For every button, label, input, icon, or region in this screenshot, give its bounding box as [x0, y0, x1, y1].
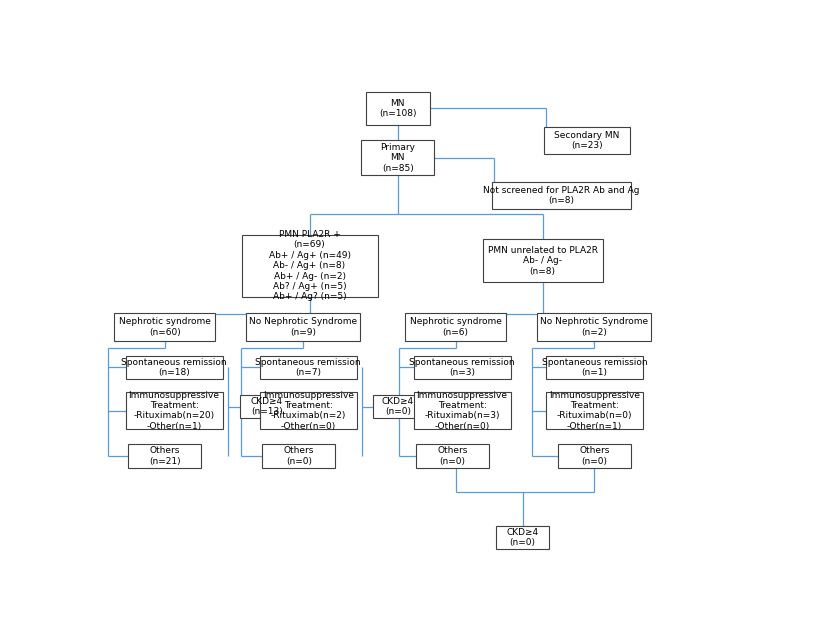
Text: Others
(n=21): Others (n=21)	[149, 446, 180, 466]
Text: Spontaneous remission
(n=1): Spontaneous remission (n=1)	[541, 358, 647, 377]
Text: Secondary MN
(n=23): Secondary MN (n=23)	[554, 131, 620, 150]
FancyBboxPatch shape	[263, 444, 336, 468]
Text: MN
(n=108): MN (n=108)	[379, 99, 416, 118]
Text: No Nephrotic Syndrome
(n=9): No Nephrotic Syndrome (n=9)	[250, 317, 357, 337]
FancyBboxPatch shape	[492, 182, 631, 209]
Text: Primary
MN
(n=85): Primary MN (n=85)	[380, 143, 415, 172]
Text: Spontaneous remission
(n=18): Spontaneous remission (n=18)	[121, 358, 227, 377]
FancyBboxPatch shape	[546, 355, 643, 379]
FancyBboxPatch shape	[366, 93, 429, 124]
Text: Immunosuppressive
Treatment:
-Rituximab(n=2)
-Other(n=0): Immunosuppressive Treatment: -Rituximab(…	[263, 390, 354, 431]
Text: Spontaneous remission
(n=3): Spontaneous remission (n=3)	[409, 358, 515, 377]
FancyBboxPatch shape	[414, 355, 511, 379]
FancyBboxPatch shape	[260, 392, 357, 429]
FancyBboxPatch shape	[128, 444, 201, 468]
FancyBboxPatch shape	[246, 313, 360, 341]
FancyBboxPatch shape	[414, 392, 511, 429]
FancyBboxPatch shape	[544, 127, 629, 154]
Text: Nephrotic syndrome
(n=6): Nephrotic syndrome (n=6)	[410, 317, 502, 337]
Text: Others
(n=0): Others (n=0)	[437, 446, 467, 466]
Text: Spontaneous remission
(n=7): Spontaneous remission (n=7)	[255, 358, 361, 377]
Text: Immunosuppressive
Treatment:
-Rituximab(n=20)
-Other(n=1): Immunosuppressive Treatment: -Rituximab(…	[128, 390, 220, 431]
Text: Immunosuppressive
Treatment:
-Rituximab(n=0)
-Other(n=1): Immunosuppressive Treatment: -Rituximab(…	[549, 390, 640, 431]
Text: Nephrotic syndrome
(n=60): Nephrotic syndrome (n=60)	[119, 317, 211, 337]
FancyBboxPatch shape	[260, 355, 357, 379]
Text: PMN unrelated to PLA2R
Ab- / Ag-
(n=8): PMN unrelated to PLA2R Ab- / Ag- (n=8)	[488, 246, 598, 276]
Text: Not screened for PLA2R Ab and Ag
(n=8): Not screened for PLA2R Ab and Ag (n=8)	[484, 186, 640, 205]
FancyBboxPatch shape	[241, 235, 377, 297]
FancyBboxPatch shape	[114, 313, 215, 341]
Text: CKD≥4
(n=0): CKD≥4 (n=0)	[506, 528, 538, 547]
FancyBboxPatch shape	[546, 392, 643, 429]
Text: CKD≥4
(n=13): CKD≥4 (n=13)	[250, 397, 283, 417]
Text: CKD≥4
(n=0): CKD≥4 (n=0)	[381, 397, 414, 417]
FancyBboxPatch shape	[125, 392, 223, 429]
FancyBboxPatch shape	[405, 313, 506, 341]
FancyBboxPatch shape	[482, 239, 603, 283]
Text: Others
(n=0): Others (n=0)	[579, 446, 610, 466]
Text: No Nephrotic Syndrome
(n=2): No Nephrotic Syndrome (n=2)	[541, 317, 649, 337]
Text: PMN PLA2R +
(n=69)
Ab+ / Ag+ (n=49)
Ab- / Ag+ (n=8)
Ab+ / Ag- (n=2)
Ab? / Ag+ (n: PMN PLA2R + (n=69) Ab+ / Ag+ (n=49) Ab- …	[268, 230, 350, 301]
FancyBboxPatch shape	[416, 444, 489, 468]
Text: Immunosuppressive
Treatment:
-Rituximab(n=3)
-Other(n=0): Immunosuppressive Treatment: -Rituximab(…	[416, 390, 507, 431]
Text: Others
(n=0): Others (n=0)	[284, 446, 314, 466]
FancyBboxPatch shape	[558, 444, 631, 468]
FancyBboxPatch shape	[125, 355, 223, 379]
FancyBboxPatch shape	[241, 395, 293, 419]
FancyBboxPatch shape	[361, 140, 434, 175]
FancyBboxPatch shape	[537, 313, 651, 341]
FancyBboxPatch shape	[496, 526, 549, 549]
FancyBboxPatch shape	[373, 395, 422, 419]
